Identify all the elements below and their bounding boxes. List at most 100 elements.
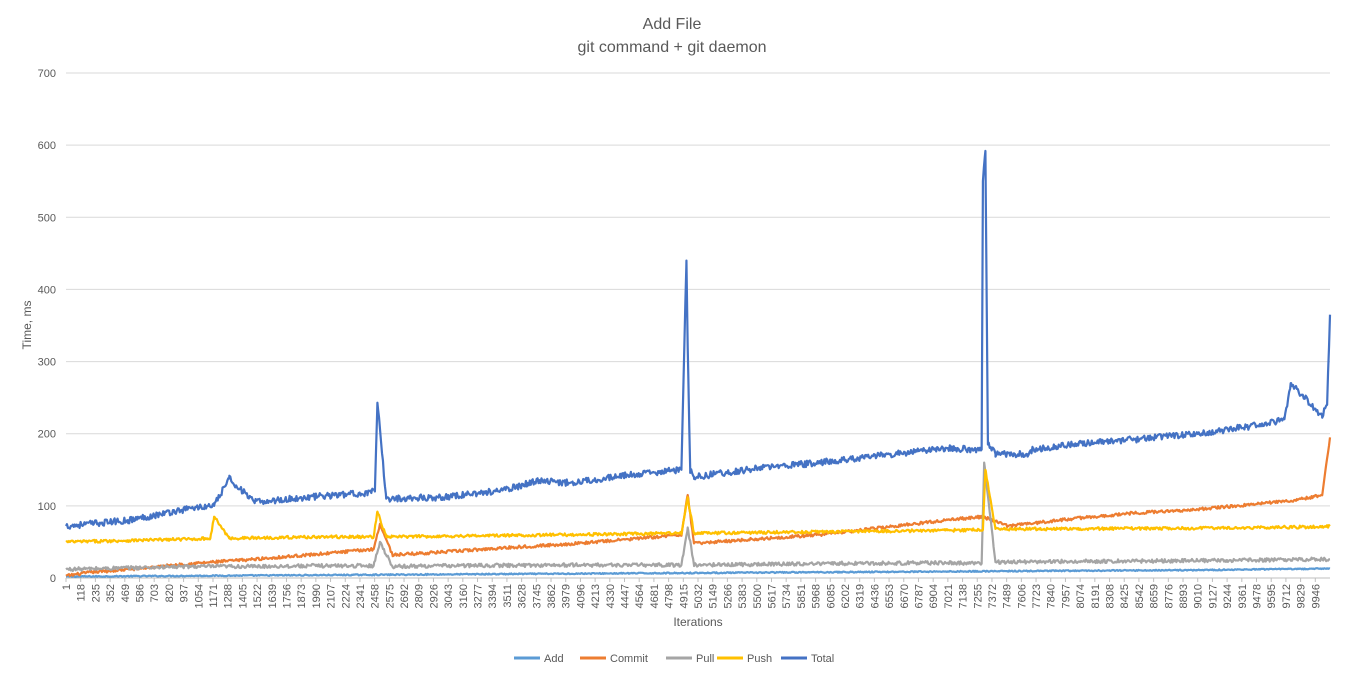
x-tick-label: 9478 <box>1252 584 1264 608</box>
x-tick-label: 2575 <box>384 584 396 608</box>
y-tick-label: 0 <box>50 573 56 585</box>
x-tick-label: 5617 <box>766 584 778 608</box>
x-tick-label: 1171 <box>208 584 220 608</box>
y-tick-label: 400 <box>38 284 56 296</box>
x-tick-label: 820 <box>164 584 176 602</box>
chart-title: Add File <box>643 16 702 33</box>
x-tick-label: 118 <box>76 584 88 602</box>
x-tick-label: 4447 <box>620 584 632 608</box>
x-tick-label: 3394 <box>487 584 499 608</box>
x-tick-label: 9010 <box>1193 584 1205 608</box>
x-tick-label: 6904 <box>928 584 940 608</box>
x-tick-label: 937 <box>179 584 191 602</box>
x-tick-label: 2107 <box>326 584 338 608</box>
x-tick-label: 1639 <box>267 584 279 608</box>
x-tick-label: 4564 <box>634 584 646 608</box>
x-tick-label: 7957 <box>1060 584 1072 608</box>
series-line-add <box>65 567 1331 579</box>
x-tick-label: 8308 <box>1105 584 1117 608</box>
x-tick-label: 5032 <box>693 584 705 608</box>
x-tick-label: 7723 <box>1031 584 1043 608</box>
x-tick-label: 235 <box>90 584 102 602</box>
legend: Add Commit Pull Push Total <box>514 653 834 665</box>
x-tick-label: 703 <box>149 584 161 602</box>
series-line-commit <box>65 437 1332 578</box>
x-tick-label: 1 <box>61 584 73 590</box>
x-tick-label: 8191 <box>1090 584 1102 608</box>
x-tick-label: 5968 <box>811 584 823 608</box>
x-tick-label: 3511 <box>502 584 514 608</box>
x-tick-label: 1288 <box>223 584 235 608</box>
x-tick-label: 5734 <box>781 584 793 608</box>
x-tick-label: 7372 <box>987 584 999 608</box>
x-tick-label: 3979 <box>561 584 573 608</box>
x-tick-label: 8425 <box>1119 584 1131 608</box>
legend-label: Pull <box>696 653 714 665</box>
x-tick-label: 4096 <box>575 584 587 608</box>
x-tick-label: 7255 <box>972 584 984 608</box>
x-tick-label: 352 <box>105 584 117 602</box>
x-tick-label: 4798 <box>664 584 676 608</box>
series-line-pull <box>65 461 1331 573</box>
legend-label: Push <box>747 653 772 665</box>
x-tick-label: 7489 <box>1002 584 1014 608</box>
x-tick-label: 3277 <box>473 584 485 608</box>
x-tick-label: 4915 <box>678 584 690 608</box>
x-tick-label: 2692 <box>399 584 411 608</box>
x-tick-label: 1054 <box>193 584 205 608</box>
x-tick-label: 7840 <box>1046 584 1058 608</box>
x-tick-label: 1405 <box>237 584 249 608</box>
legend-label: Total <box>811 653 834 665</box>
series-line-total <box>65 149 1332 530</box>
x-tick-label: 2224 <box>340 584 352 608</box>
y-tick-label: 100 <box>38 501 56 513</box>
y-tick-label: 700 <box>38 68 56 80</box>
x-tick-label: 5149 <box>708 584 720 608</box>
x-tick-label: 9946 <box>1310 584 1322 608</box>
x-tick-label: 8074 <box>1075 584 1087 608</box>
x-tick-label: 9127 <box>1207 584 1219 608</box>
x-tick-layer: 1 118 235 352 469 586 703 820 937 1054 1171 1288 140… <box>61 578 1322 608</box>
series-line-push <box>65 468 1331 544</box>
x-tick-label: 8776 <box>1163 584 1175 608</box>
x-tick-label: 2926 <box>428 584 440 608</box>
x-tick-label: 9361 <box>1237 584 1249 608</box>
y-tick-label: 300 <box>38 357 56 369</box>
y-axis-label: Time, ms <box>20 301 34 350</box>
x-tick-label: 1522 <box>252 584 264 608</box>
x-tick-label: 4330 <box>605 584 617 608</box>
x-tick-label: 1990 <box>311 584 323 608</box>
x-tick-label: 5500 <box>752 584 764 608</box>
x-tick-label: 6670 <box>899 584 911 608</box>
x-tick-label: 4213 <box>590 584 602 608</box>
x-tick-label: 6319 <box>855 584 867 608</box>
x-tick-label: 2341 <box>355 584 367 608</box>
x-tick-label: 4681 <box>649 584 661 608</box>
x-tick-label: 3745 <box>531 584 543 608</box>
x-tick-label: 469 <box>120 584 132 602</box>
x-tick-label: 2458 <box>370 584 382 608</box>
x-tick-label: 9712 <box>1281 584 1293 608</box>
x-tick-label: 3160 <box>458 584 470 608</box>
x-axis-label: Iterations <box>673 615 722 629</box>
x-tick-label: 2809 <box>414 584 426 608</box>
x-tick-label: 8893 <box>1178 584 1190 608</box>
chart-subtitle: git command + git daemon <box>578 39 767 56</box>
x-tick-label: 6436 <box>869 584 881 608</box>
x-tick-label: 7021 <box>943 584 955 608</box>
x-tick-label: 6787 <box>913 584 925 608</box>
x-tick-label: 7606 <box>1016 584 1028 608</box>
legend-label: Add <box>544 653 564 665</box>
legend-label: Commit <box>610 653 648 665</box>
x-tick-label: 9244 <box>1222 584 1234 608</box>
series-layer <box>65 149 1332 579</box>
x-tick-label: 9829 <box>1296 584 1308 608</box>
x-tick-label: 5266 <box>722 584 734 608</box>
x-tick-label: 8542 <box>1134 584 1146 608</box>
y-tick-label: 600 <box>38 140 56 152</box>
x-tick-label: 3862 <box>546 584 558 608</box>
x-tick-label: 6553 <box>884 584 896 608</box>
x-tick-label: 1756 <box>281 584 293 608</box>
x-tick-label: 9595 <box>1266 584 1278 608</box>
